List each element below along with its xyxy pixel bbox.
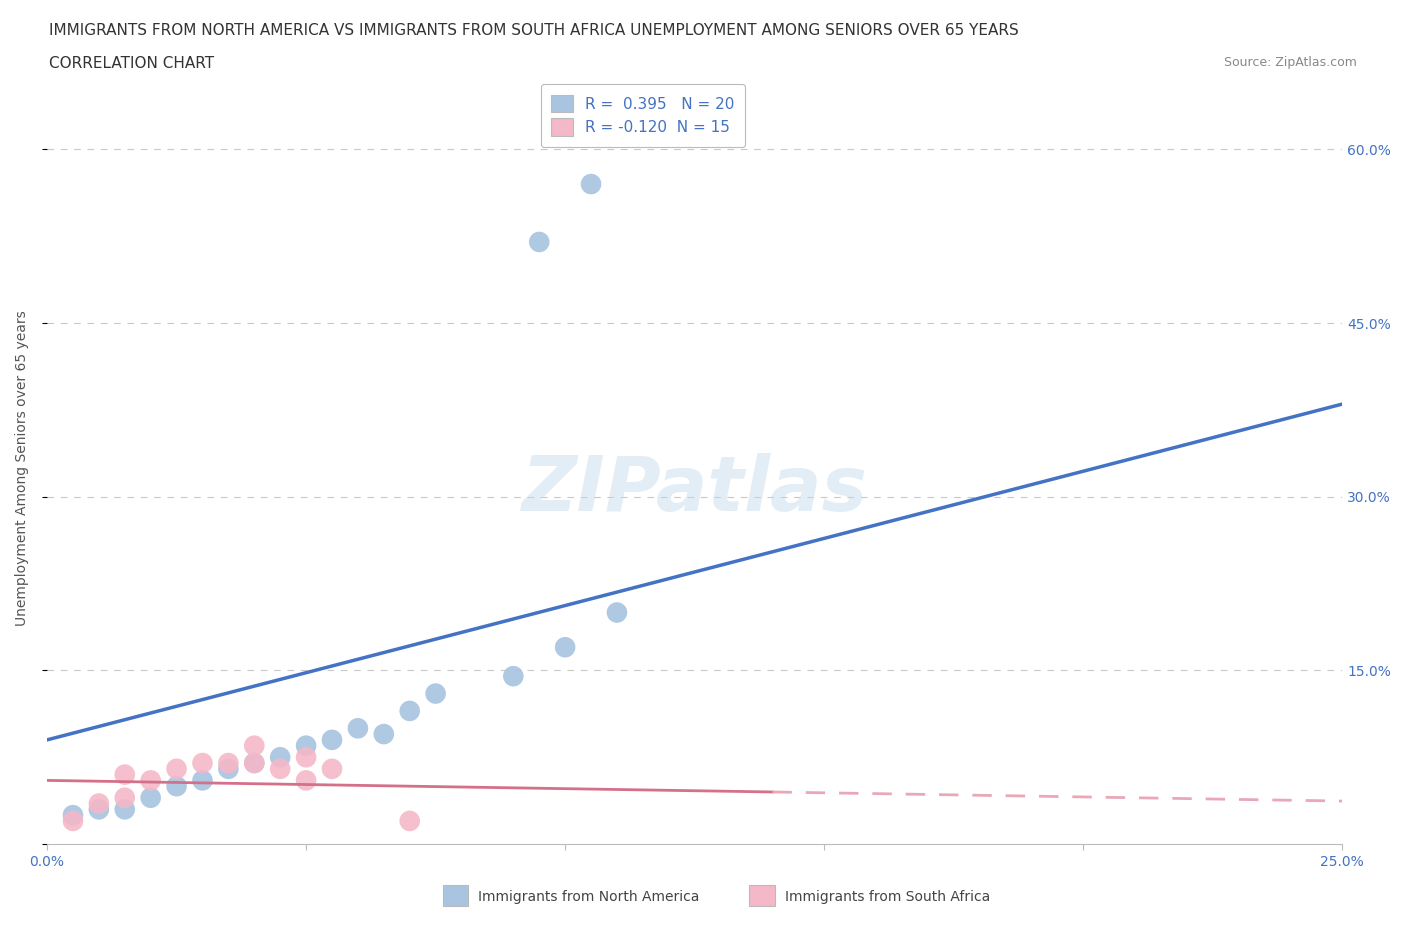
Point bbox=[139, 773, 162, 788]
Point bbox=[269, 750, 291, 764]
Point bbox=[62, 814, 84, 829]
Point bbox=[191, 773, 214, 788]
Text: Immigrants from North America: Immigrants from North America bbox=[478, 890, 699, 905]
Point bbox=[114, 802, 136, 817]
Point bbox=[269, 762, 291, 777]
Point bbox=[166, 778, 188, 793]
Point bbox=[321, 733, 343, 748]
Point bbox=[243, 755, 266, 770]
Point bbox=[347, 721, 370, 736]
Point bbox=[87, 802, 110, 817]
Point bbox=[217, 755, 239, 770]
Point bbox=[398, 703, 420, 718]
Point bbox=[295, 738, 318, 753]
Text: Source: ZipAtlas.com: Source: ZipAtlas.com bbox=[1223, 56, 1357, 69]
Point bbox=[554, 640, 576, 655]
Point bbox=[87, 796, 110, 811]
Point bbox=[502, 669, 524, 684]
Point bbox=[425, 686, 447, 701]
Text: CORRELATION CHART: CORRELATION CHART bbox=[49, 56, 214, 71]
Point bbox=[114, 790, 136, 805]
Point bbox=[62, 807, 84, 822]
Point bbox=[295, 750, 318, 764]
Point bbox=[166, 762, 188, 777]
Point bbox=[243, 755, 266, 770]
Point bbox=[139, 790, 162, 805]
Point bbox=[217, 762, 239, 777]
Point bbox=[191, 755, 214, 770]
Text: ZIPatlas: ZIPatlas bbox=[522, 453, 868, 527]
Point bbox=[243, 738, 266, 753]
Text: IMMIGRANTS FROM NORTH AMERICA VS IMMIGRANTS FROM SOUTH AFRICA UNEMPLOYMENT AMONG: IMMIGRANTS FROM NORTH AMERICA VS IMMIGRA… bbox=[49, 23, 1019, 38]
Point bbox=[114, 767, 136, 782]
Point bbox=[529, 234, 551, 249]
Point bbox=[373, 726, 395, 741]
Legend: R =  0.395   N = 20, R = -0.120  N = 15: R = 0.395 N = 20, R = -0.120 N = 15 bbox=[541, 84, 745, 147]
Point bbox=[398, 814, 420, 829]
Point bbox=[579, 177, 602, 192]
Text: Immigrants from South Africa: Immigrants from South Africa bbox=[785, 890, 990, 905]
Point bbox=[295, 773, 318, 788]
Point bbox=[606, 605, 628, 620]
Point bbox=[321, 762, 343, 777]
Y-axis label: Unemployment Among Seniors over 65 years: Unemployment Among Seniors over 65 years bbox=[15, 310, 30, 626]
